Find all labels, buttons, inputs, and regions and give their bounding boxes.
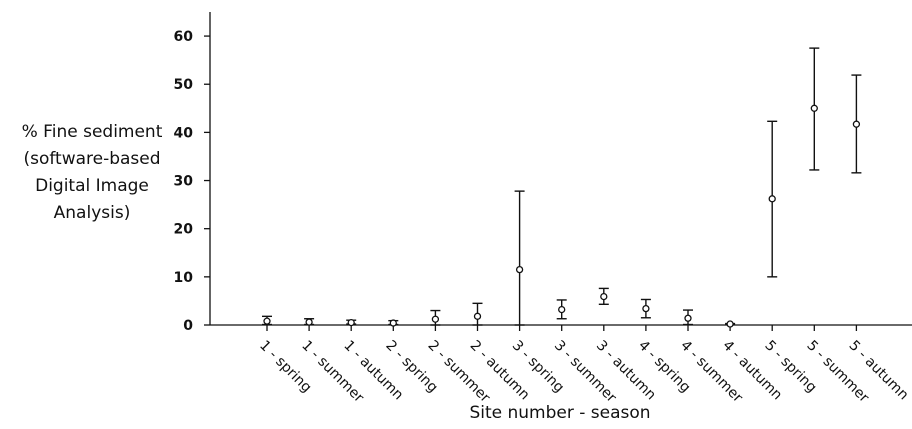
data-point [642,304,650,313]
y-axis-ticks: 0 10 20 30 40 50 60 [174,29,210,334]
x-axis-title: Site number - season [469,403,650,423]
data-point [600,292,608,301]
y-tick-label: 40 [174,125,194,141]
data-point [515,265,524,274]
y-axis-title-line: Digital Image [35,176,149,196]
y-tick-label: 0 [183,318,193,334]
data-point [347,318,355,327]
data-point [263,317,271,325]
data-point [726,320,734,328]
y-tick-label: 20 [174,222,194,238]
y-axis-title-line: % Fine sediment [22,122,163,142]
y-axis-title-line: (software-based [23,149,160,169]
data-point [473,312,482,320]
data-point [558,305,566,314]
data-point [684,314,692,322]
y-tick-label: 10 [174,270,194,286]
data-point [305,318,313,326]
y-axis-title-line: Analysis) [54,203,131,223]
data-point [768,195,776,203]
y-axis-title: % Fine sediment (software-based Digital Im… [22,122,163,223]
data-marks [262,47,862,328]
data-point [389,319,397,327]
y-tick-label: 30 [174,174,194,190]
data-point [810,104,818,112]
y-tick-label: 50 [174,77,194,93]
data-point [852,120,861,128]
y-tick-label: 60 [174,29,194,45]
data-point [431,315,440,323]
